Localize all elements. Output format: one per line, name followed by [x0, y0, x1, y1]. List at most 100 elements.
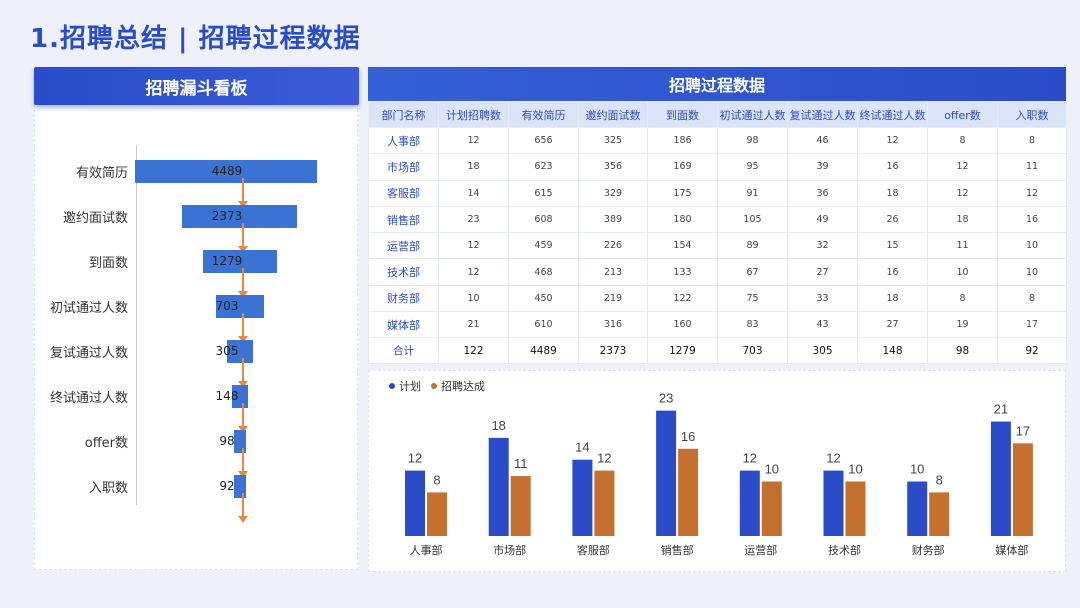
- funnel-value: 2373: [211, 209, 243, 223]
- funnel-value: 703: [215, 299, 239, 313]
- funnel-bar: [135, 160, 317, 183]
- legend-achieved-dot: [431, 383, 437, 389]
- dept-cell: 销售部: [368, 205, 439, 234]
- bar-plan: [823, 470, 844, 536]
- table-cell: 21: [438, 311, 509, 339]
- category-label: 财务部: [912, 543, 945, 557]
- bar-achieved: [594, 470, 615, 536]
- table-row: 运营部 12 459 226 154 89 32 15 11 10: [368, 232, 1067, 260]
- table-cell: 16: [857, 258, 928, 286]
- table-cell: 468: [508, 258, 579, 286]
- funnel-arrow: [238, 178, 248, 208]
- table-cell: 12: [438, 126, 509, 155]
- table-cell: 36: [787, 179, 858, 207]
- table-cell: 67: [717, 258, 788, 286]
- table-cell: 389: [578, 205, 648, 234]
- funnel-arrow: [238, 223, 248, 253]
- table-cell: 27: [787, 258, 858, 286]
- funnel-label: 邀约面试数: [62, 211, 128, 226]
- funnel-bar: [234, 430, 246, 453]
- column-header: 邀约面试数: [578, 101, 648, 128]
- table-cell: 16: [857, 153, 928, 181]
- legend-achieved-label: 招聘达成: [441, 380, 485, 393]
- table-cell: 615: [508, 179, 579, 207]
- bar-plan: [739, 470, 760, 536]
- bar-value-label: 12: [408, 451, 422, 466]
- bar-plan: [488, 437, 509, 536]
- table-cell: 33: [787, 284, 858, 313]
- column-header: 入职数: [997, 101, 1067, 128]
- dept-cell: 媒体部: [368, 311, 439, 339]
- table-cell: 325: [578, 126, 648, 155]
- funnel-label: 复试通过人数: [49, 346, 128, 361]
- category-label: 客服部: [577, 543, 610, 557]
- table-cell: 4489: [508, 337, 579, 365]
- column-header: offer数: [927, 101, 998, 128]
- table-cell: 623: [508, 153, 579, 181]
- bar-plan: [907, 481, 928, 536]
- table-cell: 180: [647, 205, 718, 234]
- funnel-label: offer数: [84, 436, 128, 451]
- table-cell: 329: [578, 179, 648, 207]
- table-cell: 11: [927, 232, 998, 260]
- funnel-value: 1279: [211, 254, 243, 268]
- table-cell: 175: [647, 179, 718, 207]
- table-cell: 26: [857, 205, 928, 234]
- dept-cell: 人事部: [368, 126, 439, 155]
- dept-cell: 合计: [368, 337, 439, 365]
- bar-value-label: 14: [575, 440, 589, 455]
- table-cell: 122: [438, 337, 509, 365]
- funnel-bar: [234, 475, 246, 498]
- funnel-label: 有效简历: [75, 166, 128, 181]
- funnel-bar: [182, 205, 298, 228]
- table-cell: 12: [927, 179, 998, 207]
- funnel-bar: [232, 385, 248, 408]
- bar-value-label: 11: [514, 456, 528, 471]
- table-cell: 32: [787, 232, 858, 260]
- table-row: 财务部 10 450 219 122 75 33 18 8 8: [368, 284, 1067, 313]
- funnel-label: 入职数: [88, 481, 128, 496]
- table-cell: 213: [578, 258, 648, 286]
- funnel-arrow: [238, 493, 248, 523]
- funnel-value: 98: [219, 434, 235, 448]
- bar-plan: [572, 459, 593, 536]
- table-cell: 98: [717, 126, 788, 155]
- funnel-arrow: [238, 448, 248, 478]
- bar-achieved: [510, 476, 531, 536]
- recruitment-table: 部门名称 计划招聘数 有效简历 邀约面试数 到面数 初试通过人数 复试通过人数 终试通过人数 o…: [368, 101, 1067, 365]
- column-header: 终试通过人数: [857, 101, 928, 128]
- table-cell: 89: [717, 232, 788, 260]
- table-cell: 8: [997, 126, 1067, 155]
- funnel-label: 到面数: [88, 256, 128, 271]
- funnel-bar: [216, 295, 264, 318]
- table-header: 招聘过程数据: [368, 67, 1066, 101]
- table-cell: 19: [927, 311, 998, 339]
- table-cell: 169: [647, 153, 718, 181]
- table-cell: 226: [578, 232, 648, 260]
- table-cell: 12: [927, 153, 998, 181]
- table-cell: 186: [647, 126, 718, 155]
- legend-plan-label: 计划: [399, 380, 421, 393]
- funnel-bar: [226, 340, 254, 363]
- table-cell: 8: [927, 126, 998, 155]
- bar-achieved: [929, 492, 950, 536]
- table-cell: 10: [438, 284, 509, 313]
- funnel-arrow: [238, 268, 248, 298]
- table-cell: 18: [857, 179, 928, 207]
- table-cell: 154: [647, 232, 718, 260]
- table-cell: 83: [717, 311, 788, 339]
- bar-value-label: 10: [765, 462, 779, 477]
- table-cell: 18: [857, 284, 928, 313]
- funnel-bar: [203, 250, 277, 273]
- table-cell: 27: [857, 311, 928, 339]
- table-cell: 356: [578, 153, 648, 181]
- table-cell: 148: [857, 337, 928, 365]
- table-cell: 305: [787, 337, 858, 365]
- legend-plan: 计划: [389, 378, 421, 394]
- bar-value-label: 23: [659, 391, 673, 406]
- column-header: 复试通过人数: [787, 101, 858, 128]
- bar-chart: 12 8 人事部 18 11 市场部 14 12 客服部 23 16 销售部 12 10 运营部 12 10 技术…: [405, 391, 1033, 557]
- table-cell: 12: [438, 232, 509, 260]
- bar-value-label: 18: [491, 418, 505, 433]
- table-cell: 92: [997, 337, 1067, 365]
